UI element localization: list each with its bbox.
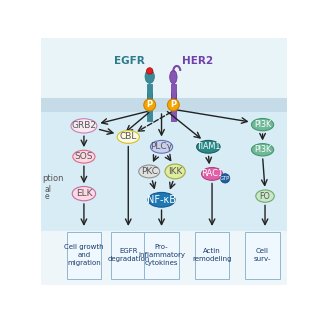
- Circle shape: [167, 99, 179, 111]
- Text: ption: ption: [42, 174, 64, 183]
- Text: P: P: [147, 100, 153, 109]
- Circle shape: [147, 68, 153, 74]
- Ellipse shape: [170, 70, 177, 84]
- Text: GTP: GTP: [220, 176, 230, 181]
- Ellipse shape: [252, 144, 274, 156]
- Text: ELK: ELK: [76, 189, 92, 198]
- Bar: [171, 92, 176, 121]
- Text: PLCγ: PLCγ: [150, 142, 172, 151]
- Text: EGFR
degradation: EGFR degradation: [107, 248, 149, 262]
- Bar: [41, 98, 287, 112]
- Ellipse shape: [202, 167, 222, 180]
- Text: GRB2: GRB2: [71, 121, 96, 130]
- FancyBboxPatch shape: [245, 232, 280, 279]
- Ellipse shape: [73, 150, 95, 163]
- Circle shape: [220, 174, 230, 183]
- Ellipse shape: [71, 119, 97, 133]
- Text: Cell growth
and
migration: Cell growth and migration: [64, 244, 104, 266]
- Circle shape: [144, 99, 156, 111]
- Text: RAC1: RAC1: [201, 169, 223, 179]
- Ellipse shape: [197, 140, 220, 153]
- Bar: [41, 112, 287, 231]
- Bar: [147, 84, 152, 98]
- Text: Actin
remodeling: Actin remodeling: [192, 248, 232, 262]
- Text: TIAM1: TIAM1: [196, 142, 220, 151]
- Bar: [147, 92, 152, 121]
- Text: al: al: [44, 185, 52, 195]
- Ellipse shape: [256, 190, 274, 202]
- Bar: [171, 84, 176, 98]
- Text: Pro-
inflammatory
cytokines: Pro- inflammatory cytokines: [138, 244, 185, 266]
- Text: Cell
surv-: Cell surv-: [254, 248, 271, 262]
- Text: SOS: SOS: [75, 152, 93, 161]
- Text: EGFR: EGFR: [114, 56, 144, 66]
- Text: FO: FO: [260, 192, 270, 201]
- Text: PI3K: PI3K: [254, 120, 271, 129]
- Ellipse shape: [139, 165, 160, 178]
- Ellipse shape: [148, 192, 175, 207]
- Text: P: P: [170, 100, 176, 109]
- FancyBboxPatch shape: [111, 232, 146, 279]
- Bar: [41, 231, 287, 285]
- FancyBboxPatch shape: [67, 232, 101, 279]
- Ellipse shape: [117, 131, 140, 143]
- Ellipse shape: [165, 164, 185, 179]
- FancyBboxPatch shape: [144, 232, 179, 279]
- Text: e: e: [44, 192, 49, 201]
- Text: HER2: HER2: [182, 56, 214, 66]
- Bar: [41, 38, 287, 98]
- Ellipse shape: [150, 140, 172, 153]
- Ellipse shape: [145, 70, 154, 84]
- Text: IKK: IKK: [168, 167, 182, 176]
- Text: CBL: CBL: [120, 132, 137, 141]
- Ellipse shape: [252, 118, 274, 131]
- Text: PI3K: PI3K: [254, 145, 271, 154]
- Ellipse shape: [72, 187, 96, 201]
- FancyBboxPatch shape: [195, 232, 229, 279]
- Text: NF-κB: NF-κB: [147, 195, 176, 205]
- Text: PKC: PKC: [141, 167, 158, 176]
